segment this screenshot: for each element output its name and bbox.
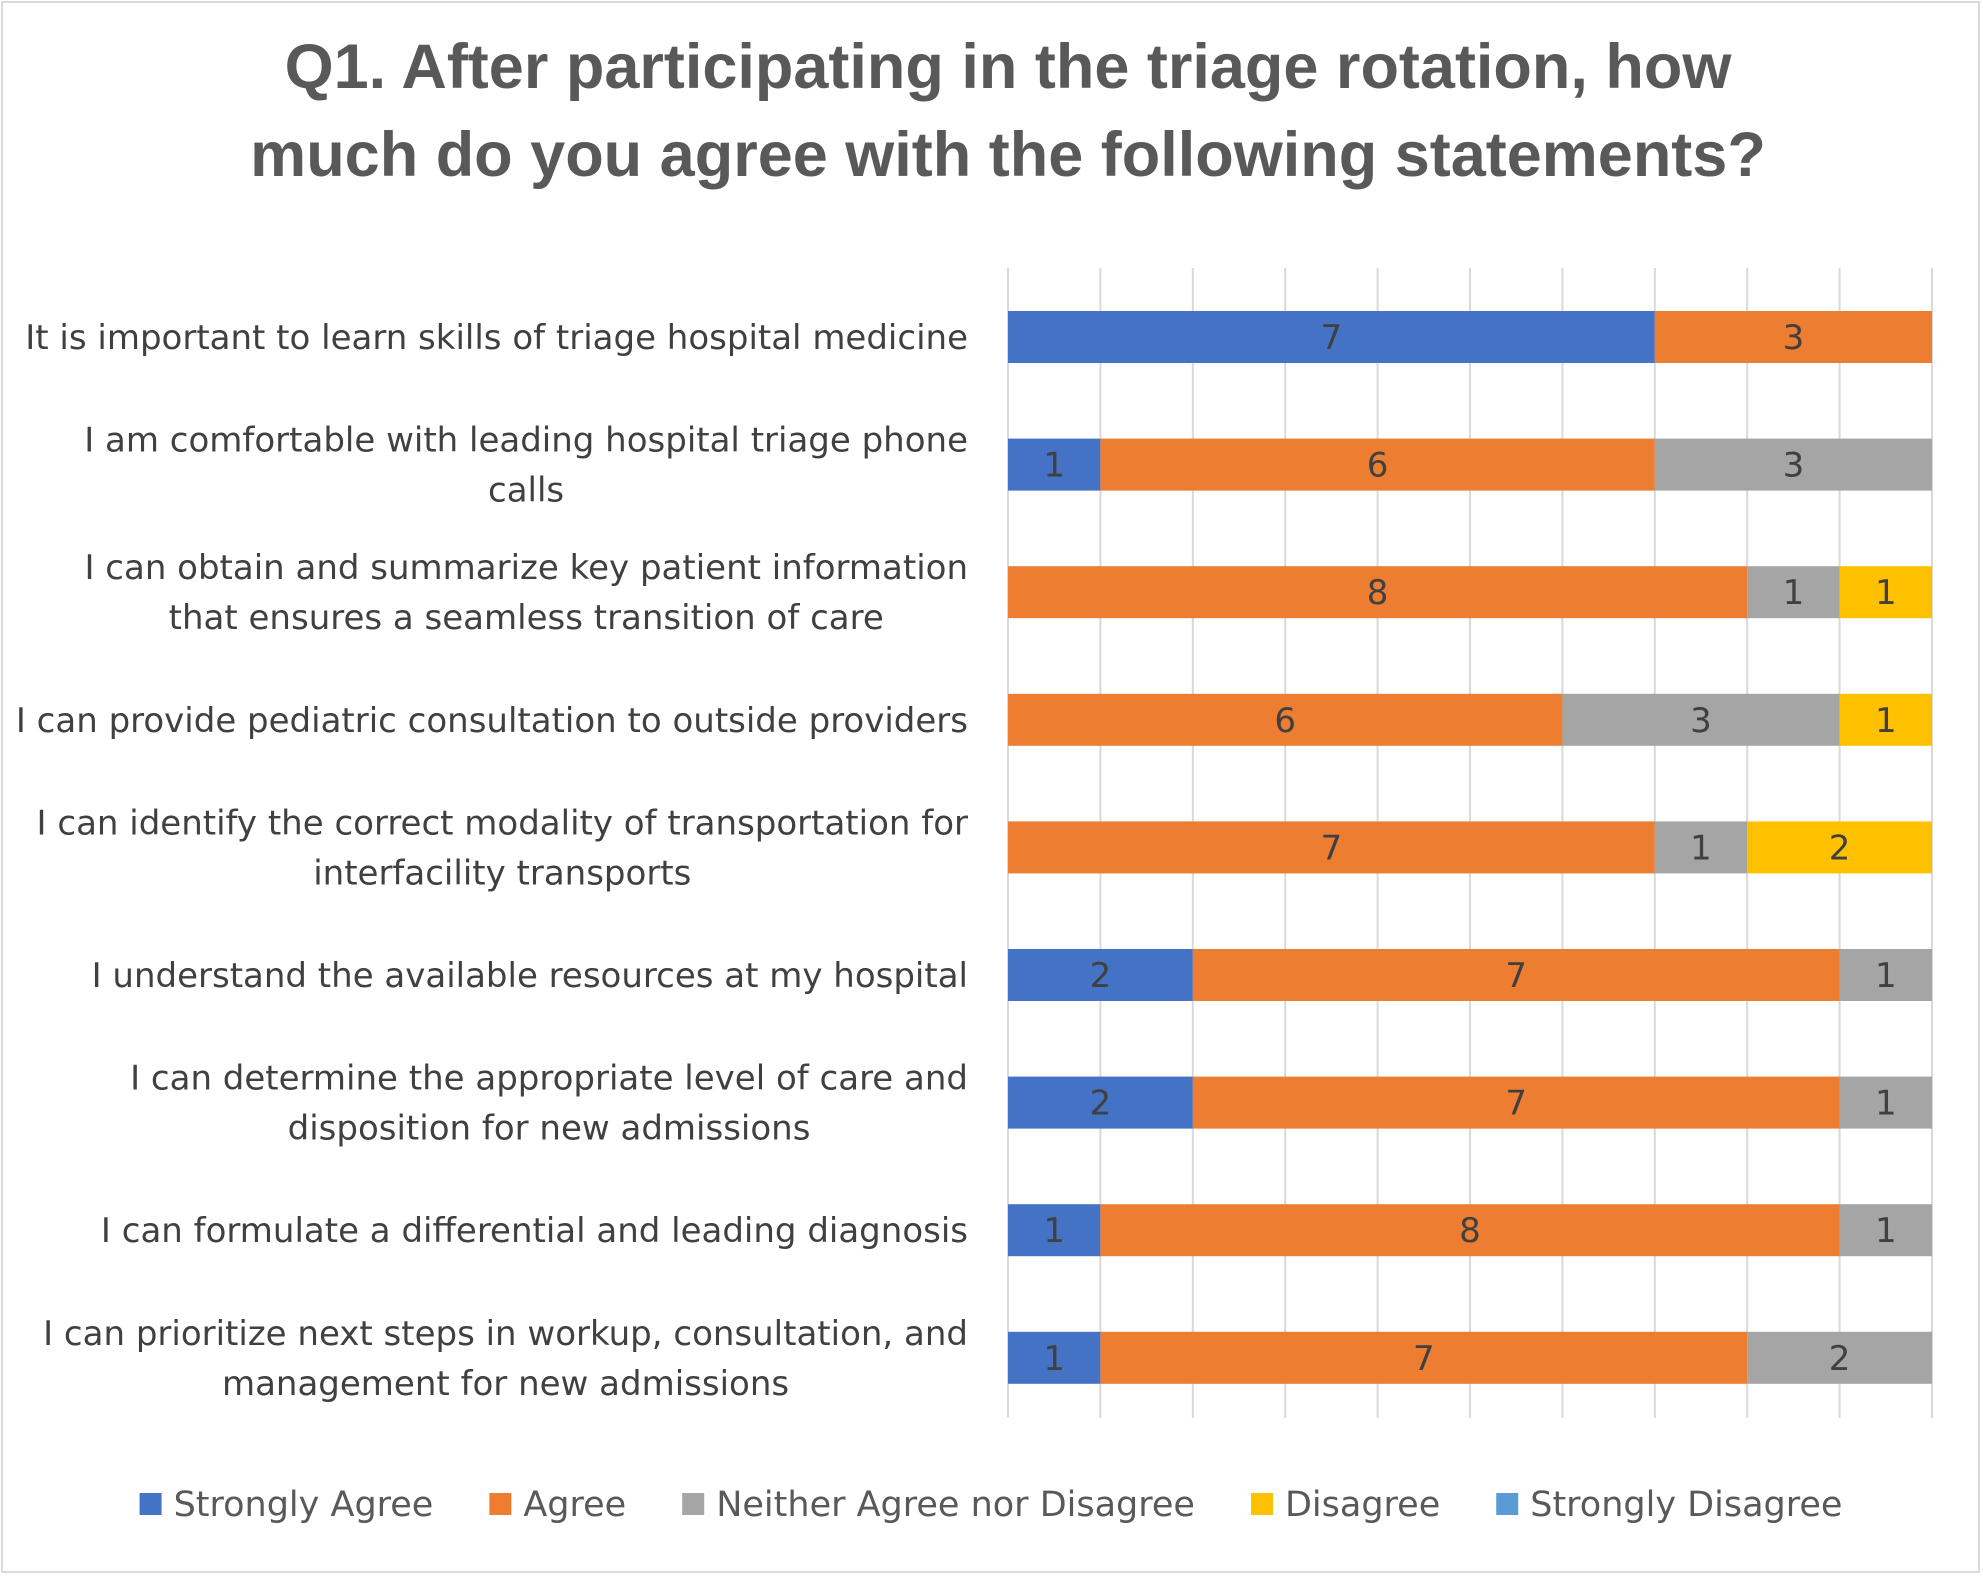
data-label: 3 — [1690, 701, 1712, 741]
data-label: 3 — [1783, 318, 1805, 358]
data-label: 1 — [1875, 1084, 1897, 1124]
data-label: 1 — [1043, 1339, 1065, 1379]
data-label: 1 — [1875, 1211, 1897, 1251]
data-label: 2 — [1090, 956, 1112, 996]
data-label: 7 — [1321, 318, 1343, 358]
legend-label: Disagree — [1285, 1485, 1440, 1525]
bars: 7 31 6 38 1 16 3 17 1 22 7 12 7 11 8 11 7 2 — [1008, 311, 1932, 1384]
data-label: 3 — [1783, 446, 1805, 486]
data-label: 7 — [1505, 956, 1527, 996]
bar-segment — [1100, 1204, 1840, 1257]
category-label: I am comfortable with leading hospital t… — [84, 421, 968, 511]
legend-swatch — [1250, 1493, 1273, 1515]
data-label: 7 — [1321, 828, 1343, 868]
data-label: 7 — [1413, 1339, 1435, 1379]
bar-segment — [1100, 438, 1655, 491]
bar-segment — [1008, 1331, 1101, 1384]
chart-title: Q1. After participating in the triage ro… — [250, 32, 1766, 190]
category-label-line: I can determine the appropriate level of… — [130, 1059, 968, 1099]
category-label-line: I can identify the correct modality of t… — [37, 803, 968, 843]
category-label-line: interfacility transports — [313, 853, 691, 893]
bar-segment — [1654, 311, 1932, 363]
legend-item: Strongly Disagree — [1496, 1485, 1842, 1525]
bar-segment — [1100, 1331, 1748, 1384]
data-label: 1 — [1690, 828, 1712, 868]
data-label: 2 — [1829, 1339, 1851, 1379]
category-label: I understand the available resources at … — [92, 956, 968, 996]
legend-item: Neither Agree nor Disagree — [682, 1485, 1195, 1525]
bar-segment — [1008, 693, 1563, 746]
bar-segment — [1008, 949, 1193, 1001]
data-label: 2 — [1829, 828, 1851, 868]
chart-title-line: Q1. After participating in the triage ro… — [285, 32, 1733, 102]
legend-item: Agree — [489, 1485, 626, 1525]
data-label: 1 — [1875, 956, 1897, 996]
data-label: 6 — [1367, 446, 1389, 486]
bar-segment — [1654, 821, 1748, 874]
category-label-line: It is important to learn skills of triag… — [25, 318, 968, 358]
bar-segment — [1747, 1331, 1932, 1384]
category-label: I can obtain and summarize key patient i… — [84, 548, 968, 638]
category-label: I can provide pediatric consultation to … — [16, 701, 968, 741]
bar-segment — [1008, 821, 1655, 874]
category-label: I can formulate a differential and leadi… — [101, 1211, 968, 1251]
category-label-line: management for new admissions — [222, 1364, 789, 1404]
bar-segment — [1192, 949, 1840, 1001]
bar-segment — [1839, 1204, 1932, 1257]
bar-segment — [1008, 1204, 1101, 1257]
category-label-line: I can obtain and summarize key patient i… — [84, 548, 968, 588]
bar-segment — [1008, 438, 1101, 491]
category-label-line: calls — [488, 471, 564, 511]
category-label-line: I can prioritize next steps in workup, c… — [43, 1314, 968, 1354]
bar-segment — [1562, 693, 1840, 746]
legend-label: Neither Agree nor Disagree — [716, 1485, 1195, 1525]
legend-label: Agree — [523, 1485, 626, 1525]
data-label: 1 — [1783, 573, 1805, 613]
category-labels: It is important to learn skills of triag… — [16, 318, 968, 1404]
category-label-line: I understand the available resources at … — [92, 956, 968, 996]
bar-segment — [1839, 1076, 1932, 1129]
category-label-line: I can formulate a differential and leadi… — [101, 1211, 968, 1251]
bar-segment — [1839, 566, 1932, 619]
bar-segment — [1839, 949, 1932, 1001]
bar-segment — [1747, 821, 1932, 874]
legend: Strongly Agree Agree Neither Agree nor Dis… — [139, 1485, 1842, 1525]
legend-item: Disagree — [1250, 1485, 1440, 1525]
category-label-line: I am comfortable with leading hospital t… — [84, 421, 968, 461]
data-label: 6 — [1274, 701, 1296, 741]
bar-segment — [1008, 311, 1655, 363]
data-label: 1 — [1043, 446, 1065, 486]
legend-label: Strongly Disagree — [1530, 1485, 1842, 1525]
category-label: I can determine the appropriate level of… — [130, 1059, 968, 1149]
category-label-line: disposition for new admissions — [288, 1109, 811, 1149]
category-label-line: I can provide pediatric consultation to … — [16, 701, 968, 741]
chart-title-line: much do you agree with the following sta… — [250, 120, 1766, 190]
legend-swatch — [139, 1493, 162, 1515]
data-label: 2 — [1090, 1084, 1112, 1124]
data-label: 1 — [1875, 573, 1897, 613]
data-label: 1 — [1875, 701, 1897, 741]
data-label: 8 — [1459, 1211, 1481, 1251]
legend-swatch — [489, 1493, 512, 1515]
legend-swatch — [1496, 1493, 1519, 1515]
bar-segment — [1008, 1076, 1193, 1129]
category-label: I can prioritize next steps in workup, c… — [43, 1314, 968, 1404]
category-label: It is important to learn skills of triag… — [25, 318, 968, 358]
legend-swatch — [682, 1493, 705, 1515]
bar-segment — [1747, 566, 1840, 619]
bar-segment — [1654, 438, 1932, 491]
bar-segment — [1192, 1076, 1840, 1129]
legend-item: Strongly Agree — [139, 1485, 434, 1525]
bar-segment — [1839, 693, 1932, 746]
data-label: 7 — [1505, 1084, 1527, 1124]
data-label: 8 — [1367, 573, 1389, 613]
bar-segment — [1008, 566, 1748, 619]
data-label: 1 — [1043, 1211, 1065, 1251]
legend-label: Strongly Agree — [174, 1485, 434, 1525]
category-label: I can identify the correct modality of t… — [37, 803, 968, 893]
category-label-line: that ensures a seamless transition of ca… — [169, 598, 884, 638]
